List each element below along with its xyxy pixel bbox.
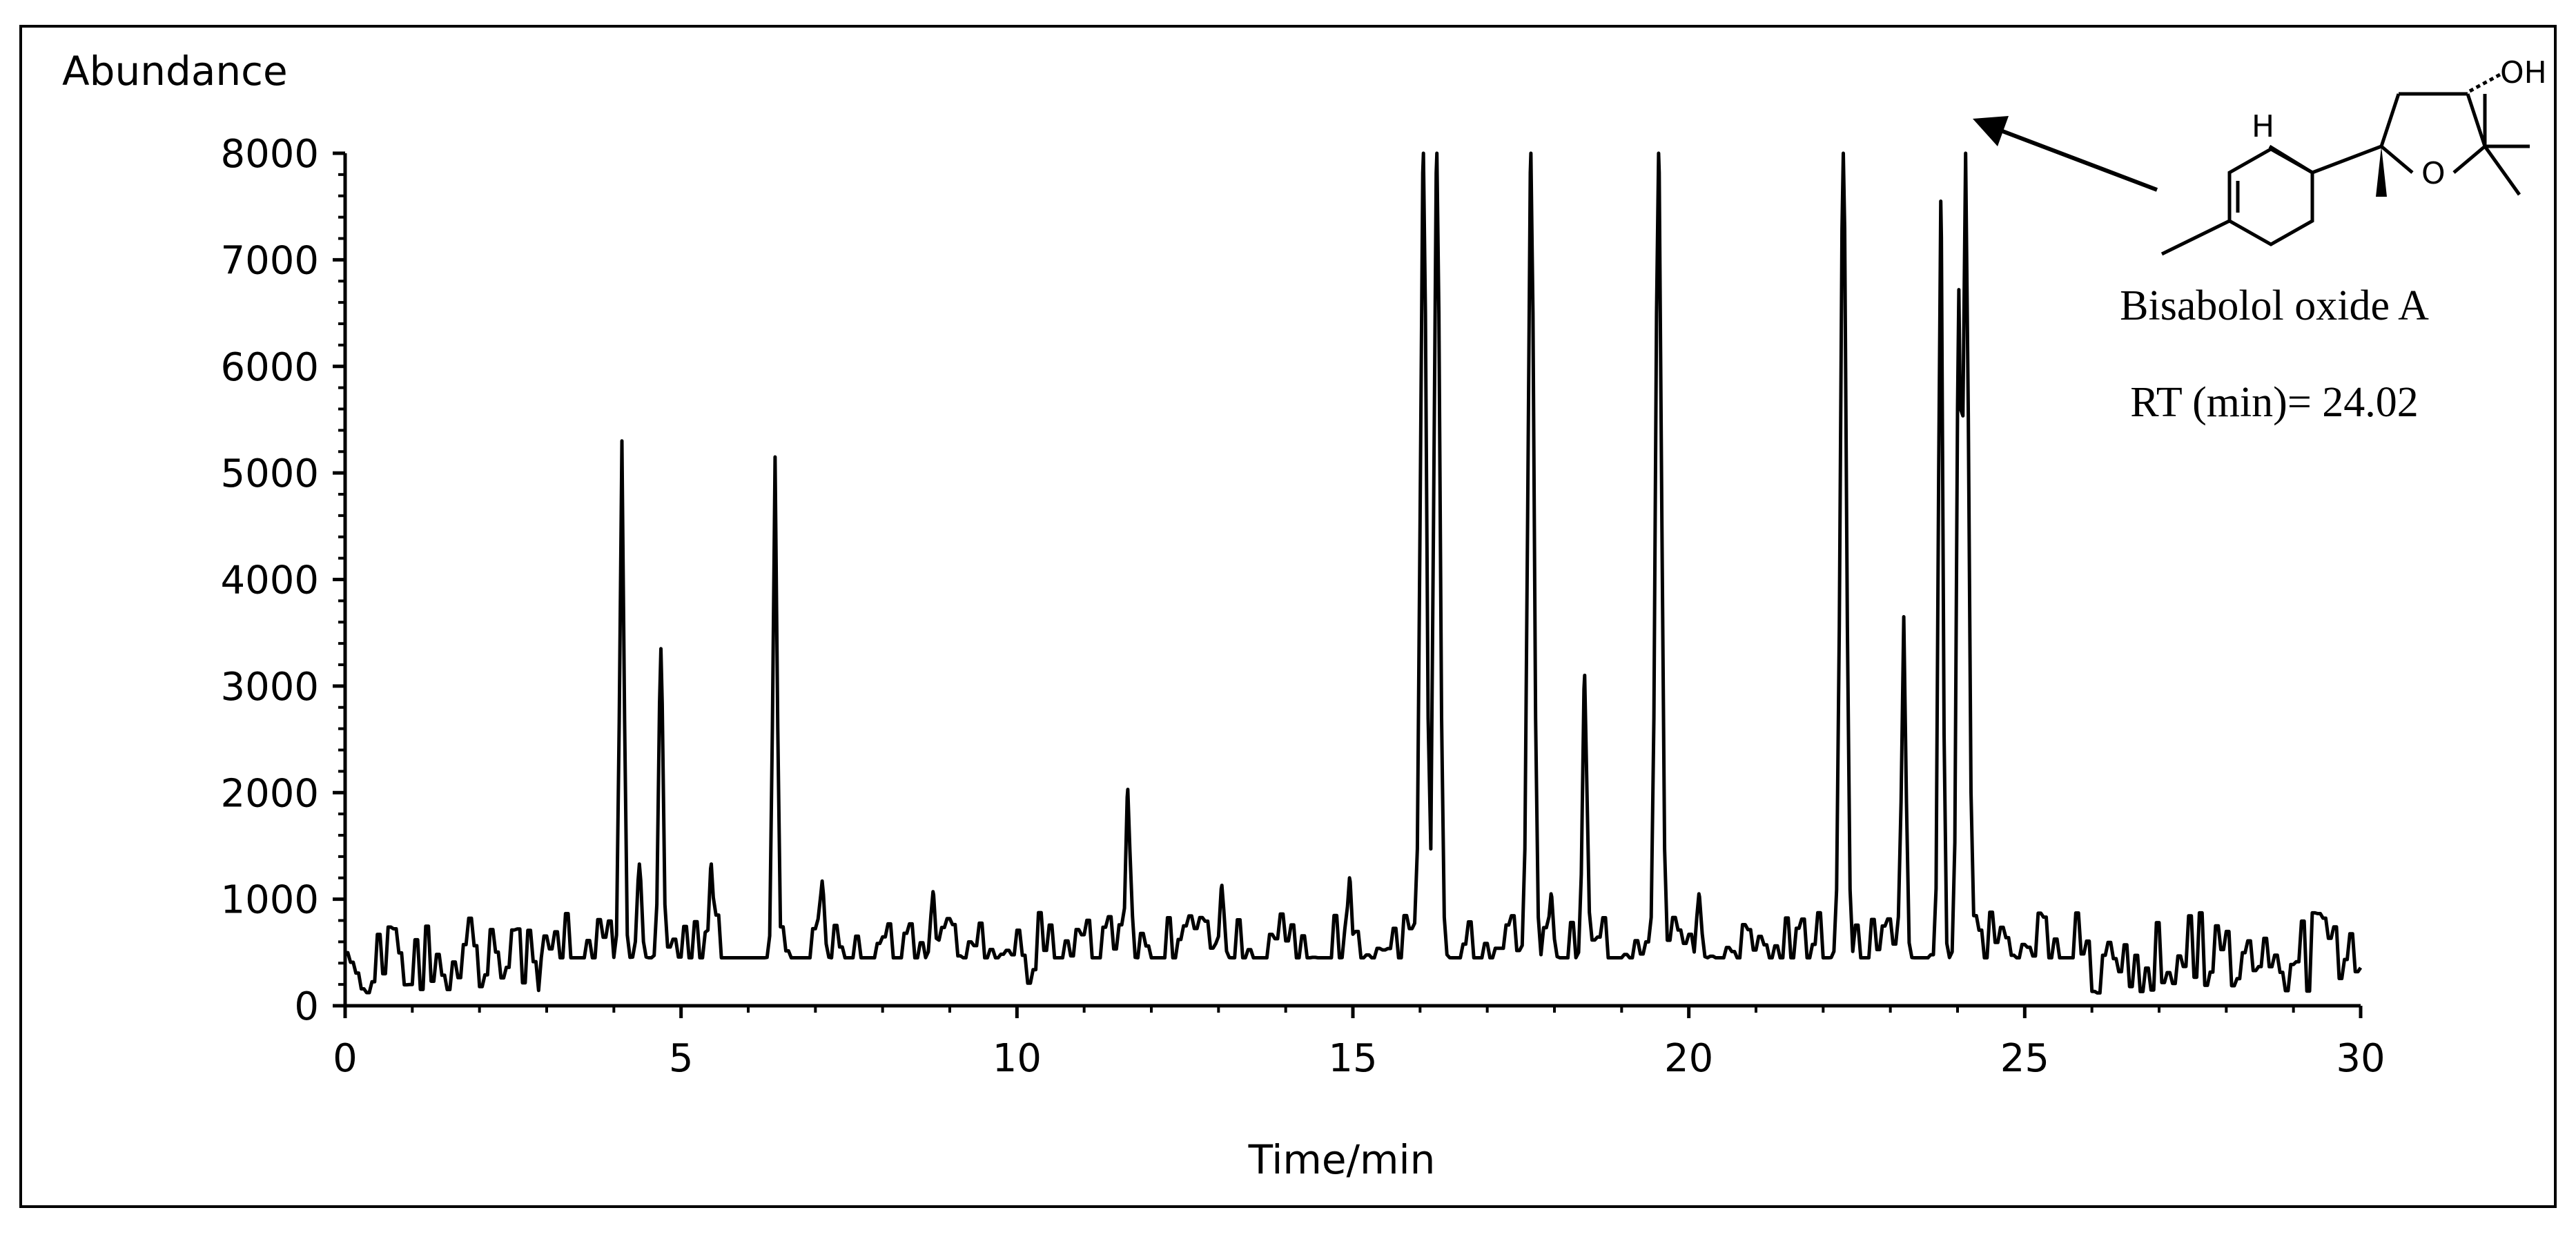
y-ticks	[333, 151, 345, 1008]
y-tick-label: 0	[294, 984, 319, 1029]
y-tick-label: 8000	[220, 132, 319, 177]
x-tick-label: 0	[333, 1036, 358, 1081]
x-axis-label: Time/min	[1248, 1136, 1436, 1183]
y-tick-label: 4000	[220, 558, 319, 603]
compound-annotation: H O OH Bisabolol oxide A RT (min)= 24.02	[1973, 55, 2547, 426]
y-tick-labels: 0 1000 2000 3000 4000 5000 6000 7000 8000	[220, 132, 319, 1029]
outer-frame	[19, 25, 2557, 1208]
series-line	[345, 151, 2363, 995]
annotation-arrow-shaft	[1992, 126, 2158, 192]
x-tick-labels: 0 5 10 15 20 25 30	[333, 1036, 2385, 1081]
x-tick-label: 15	[1328, 1036, 1377, 1081]
hydroxyl-label: OH	[2500, 55, 2547, 90]
y-tick-label: 7000	[220, 238, 319, 283]
annotation-arrow-head	[1973, 116, 2009, 146]
x-tick-label: 10	[993, 1036, 1042, 1081]
y-tick-label: 5000	[220, 451, 319, 496]
y-tick-label: 3000	[220, 665, 319, 710]
y-tick-label: 2000	[220, 771, 319, 816]
bisabolol-oxide-structure	[2160, 72, 2530, 256]
y-tick-label: 1000	[220, 878, 319, 923]
x-tick-label: 25	[2000, 1036, 2049, 1081]
x-ticks	[343, 1006, 2363, 1018]
retention-time: RT (min)= 24.02	[2130, 379, 2419, 426]
x-tick-label: 5	[669, 1036, 694, 1081]
ring-oxygen-label: O	[2421, 156, 2446, 191]
hydrogen-label: H	[2252, 109, 2274, 144]
x-tick-label: 20	[1664, 1036, 1713, 1081]
y-axis-label: Abundance	[62, 48, 288, 95]
x-tick-label: 30	[2336, 1036, 2385, 1081]
compound-name: Bisabolol oxide A	[2120, 282, 2429, 329]
stereo-wedge	[2376, 146, 2387, 197]
y-tick-label: 6000	[220, 345, 319, 390]
